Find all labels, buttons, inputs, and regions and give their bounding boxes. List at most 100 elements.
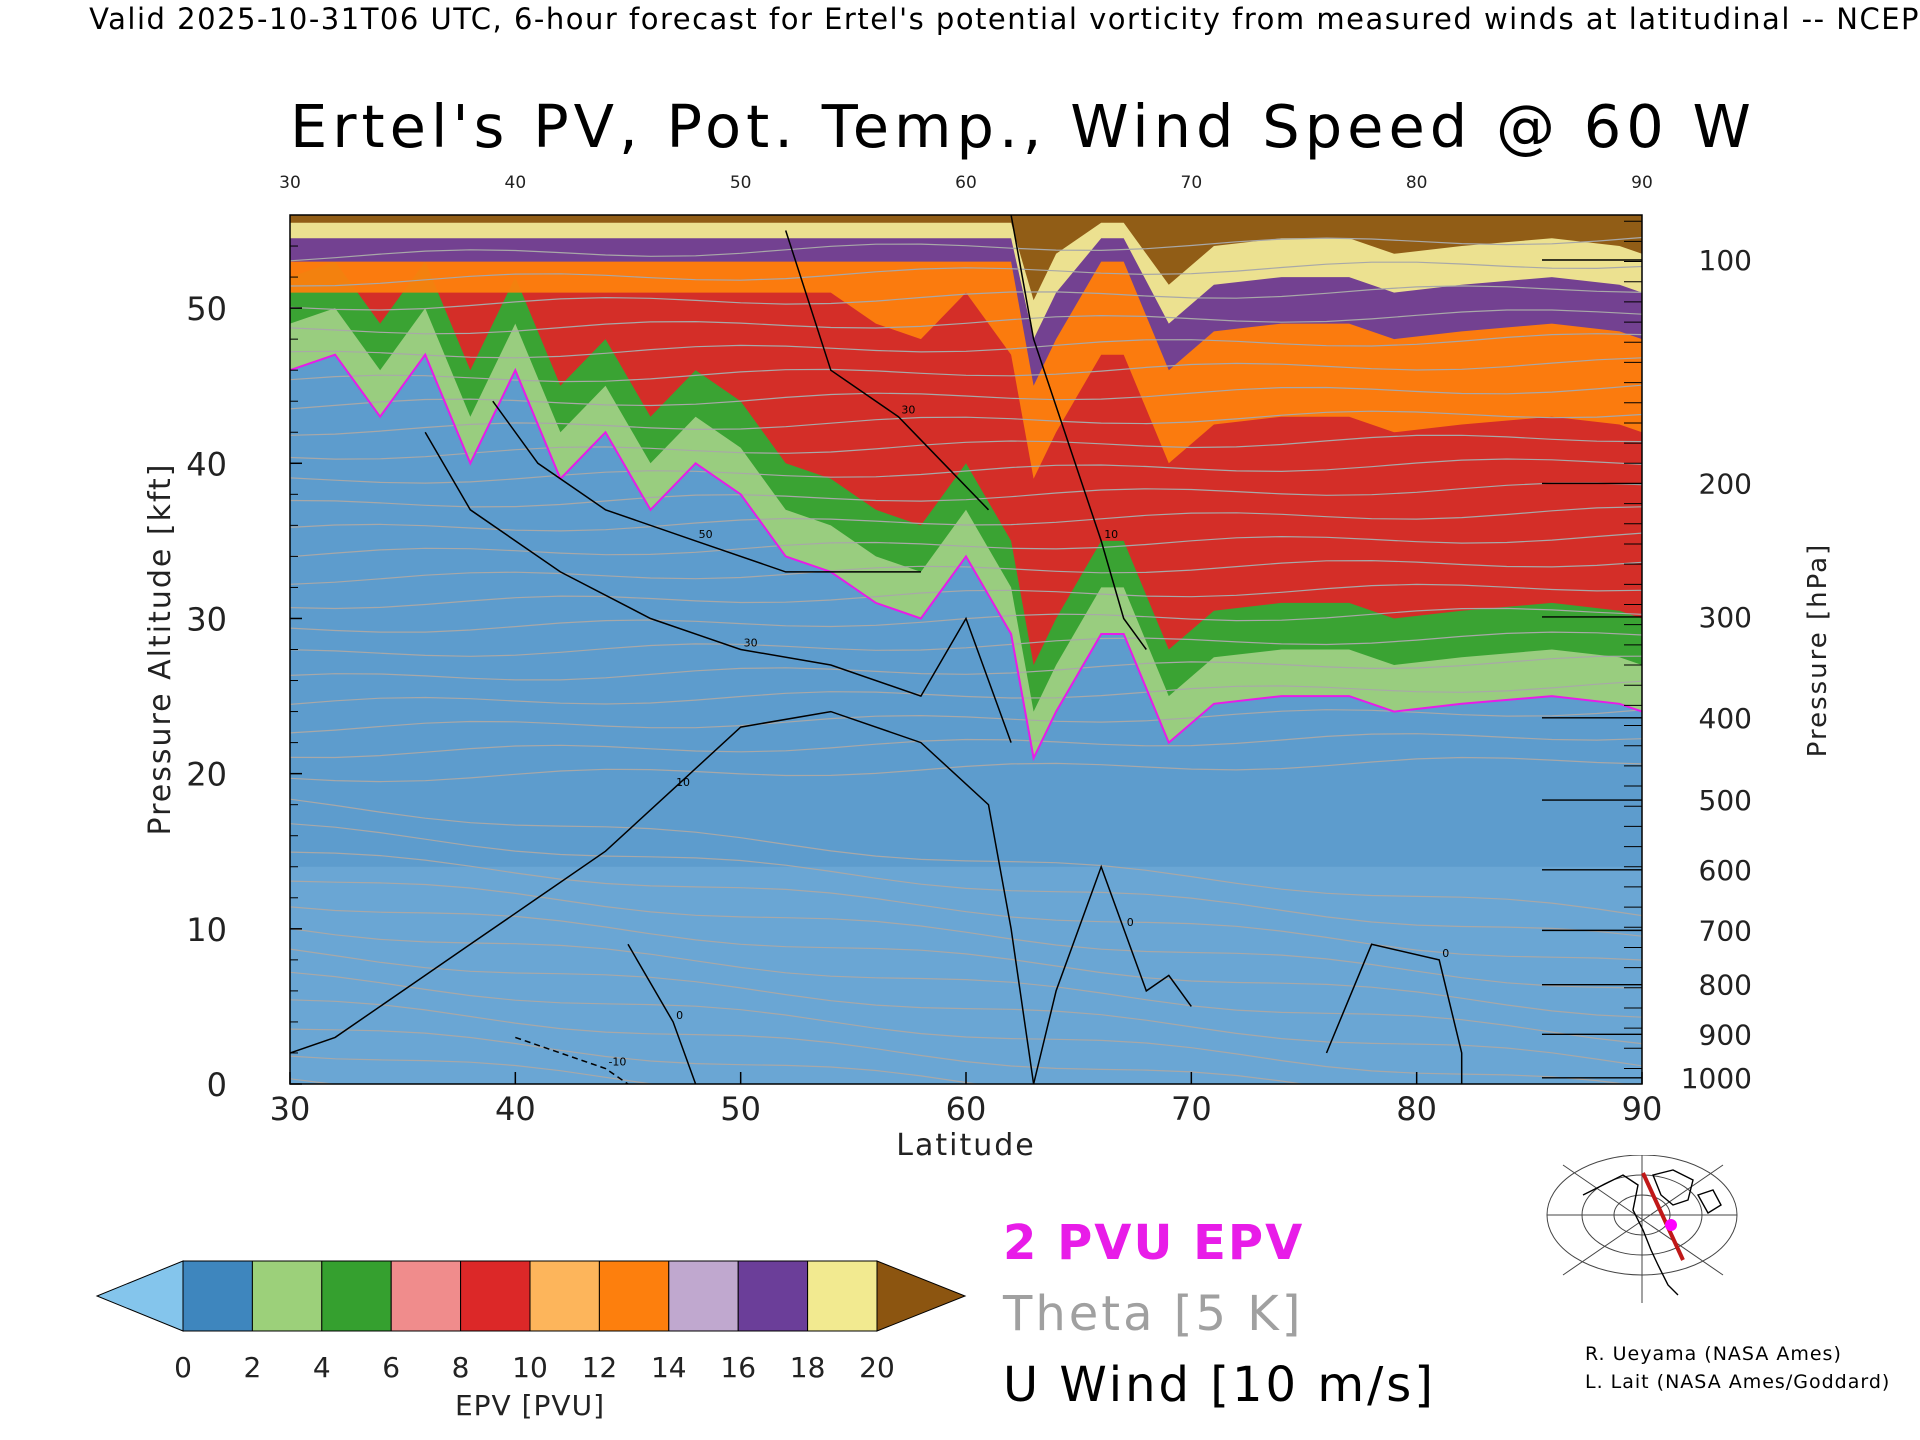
colorbar-tick-label: 14 bbox=[651, 1351, 687, 1384]
pressure-tick-label: 200 bbox=[1699, 467, 1752, 500]
colorbar-tick-label: 4 bbox=[313, 1351, 331, 1384]
theta-line bbox=[290, 285, 1642, 311]
theta-line bbox=[290, 1055, 657, 1084]
wind-contour-label: 0 bbox=[1442, 947, 1449, 960]
x-tick-label: 40 bbox=[495, 1090, 536, 1128]
map-inset-svg bbox=[1546, 1154, 1738, 1303]
theta-line bbox=[290, 928, 1642, 1045]
theta-line bbox=[290, 709, 1642, 734]
wind-contour bbox=[627, 943, 697, 1084]
wind-contour bbox=[290, 710, 1035, 1084]
wind-contour-label: -10 bbox=[608, 1055, 626, 1068]
top-x-tick-label: 40 bbox=[505, 173, 527, 193]
theta-line bbox=[290, 559, 1642, 585]
pressure-tick-label: 1000 bbox=[1681, 1062, 1752, 1095]
theta-line bbox=[290, 333, 1642, 359]
x-tick-label: 90 bbox=[1622, 1090, 1663, 1128]
pressure-tick-label: 100 bbox=[1699, 244, 1752, 277]
wind-contour-label: 30 bbox=[901, 404, 915, 417]
colorbar-tick-label: 8 bbox=[452, 1351, 470, 1384]
colorbar-segment bbox=[182, 1260, 253, 1332]
colorbar-segment bbox=[598, 1260, 670, 1332]
theta-line bbox=[290, 583, 1642, 610]
wind-contour bbox=[784, 230, 990, 511]
credit-lait: L. Lait (NASA Ames/Goddard) bbox=[1585, 1371, 1891, 1393]
theta-line bbox=[290, 880, 1642, 989]
y-tick-label: 10 bbox=[186, 911, 227, 949]
y-axis-label: Pressure Altitude [kft] bbox=[143, 463, 178, 836]
y-tick-label: 30 bbox=[186, 600, 227, 638]
wind-contour-label: 0 bbox=[1127, 916, 1134, 929]
wind-contour bbox=[492, 400, 921, 573]
pressure-tick-label: 400 bbox=[1699, 702, 1752, 735]
pv2-line bbox=[290, 352, 1642, 762]
colorbar-segment bbox=[737, 1260, 809, 1332]
top-x-tick-label: 50 bbox=[730, 173, 752, 193]
colorbar-tick-label: 20 bbox=[859, 1351, 895, 1384]
theta-line bbox=[290, 999, 1306, 1084]
colorbar-tick-label: 16 bbox=[720, 1351, 756, 1384]
pressure-tick-label: 900 bbox=[1699, 1018, 1752, 1051]
pressure-tick-label: 300 bbox=[1699, 601, 1752, 634]
wind-contour-label: 10 bbox=[676, 776, 690, 789]
theta-line bbox=[290, 506, 1642, 532]
top-x-tick-label: 70 bbox=[1181, 173, 1203, 193]
theta-line bbox=[290, 384, 1642, 410]
pressure-tick-label: 800 bbox=[1699, 969, 1752, 1002]
y2-axis-label: Pressure [hPa] bbox=[1803, 543, 1833, 758]
wind-contour bbox=[424, 431, 1012, 743]
colorbar-segment bbox=[251, 1260, 323, 1332]
theta-line bbox=[290, 680, 1642, 705]
x-tick-label: 60 bbox=[946, 1090, 987, 1128]
colorbar-tick-label: 12 bbox=[582, 1351, 618, 1384]
colorbar-high-arrow bbox=[876, 1260, 967, 1332]
header-text: Valid 2025-10-31T06 UTC, 6-hour forecast… bbox=[89, 2, 1920, 36]
y-tick-label: 40 bbox=[186, 445, 227, 483]
pressure-tick-label: 600 bbox=[1699, 854, 1752, 887]
wind-contour-label: 50 bbox=[699, 528, 713, 541]
wind-contour bbox=[1325, 943, 1463, 1084]
lower-troposphere-fill bbox=[290, 866, 1642, 1084]
x-axis-label: Latitude bbox=[896, 1128, 1035, 1163]
x-tick-label: 80 bbox=[1396, 1090, 1437, 1128]
theta-line bbox=[290, 851, 1642, 961]
legend-2pvu: 2 PVU EPV bbox=[1003, 1215, 1305, 1271]
theta-line bbox=[290, 261, 1642, 287]
colorbar-label: EPV [PVU] bbox=[455, 1389, 605, 1422]
colorbar-segment bbox=[668, 1260, 739, 1332]
y-tick-label: 0 bbox=[207, 1066, 227, 1104]
theta-line bbox=[290, 948, 1642, 1067]
theta-line bbox=[290, 434, 1642, 460]
colorbar-segment bbox=[807, 1260, 878, 1332]
theta-line bbox=[290, 798, 1642, 917]
theta-line bbox=[290, 236, 1642, 262]
colorbar-tick-label: 6 bbox=[382, 1351, 400, 1384]
theta-line bbox=[290, 823, 1642, 937]
colorbar-segment bbox=[529, 1260, 600, 1332]
theta-line bbox=[290, 631, 1642, 657]
colorbar-tick-label: 18 bbox=[790, 1351, 826, 1384]
colorbar-tick-label: 0 bbox=[174, 1351, 192, 1384]
wind-contour bbox=[1010, 215, 1147, 650]
top-x-tick-label: 60 bbox=[955, 173, 977, 193]
colorbar-tick-label: 2 bbox=[243, 1351, 261, 1384]
x-tick-label: 30 bbox=[270, 1090, 311, 1128]
legend-theta: Theta [5 K] bbox=[1003, 1286, 1304, 1342]
legend-wind: U Wind [10 m/s] bbox=[1003, 1357, 1437, 1413]
theta-line bbox=[290, 309, 1642, 335]
wind-contour-label: 30 bbox=[744, 637, 758, 650]
map-inset bbox=[1543, 1154, 1741, 1303]
theta-line bbox=[290, 357, 1642, 383]
wind-contour-label: 0 bbox=[676, 1009, 683, 1022]
pv-band-20 bbox=[290, 215, 1642, 301]
theta-line bbox=[290, 458, 1642, 484]
top-x-tick-label: 80 bbox=[1406, 173, 1428, 193]
wind-contour bbox=[1032, 864, 1192, 1084]
wind-contour-label: 10 bbox=[1104, 528, 1118, 541]
theta-line bbox=[290, 482, 1642, 508]
wind-contour bbox=[515, 1036, 629, 1084]
x-tick-label: 70 bbox=[1171, 1090, 1212, 1128]
y-tick-label: 50 bbox=[186, 290, 227, 328]
theta-line bbox=[290, 906, 1642, 1018]
